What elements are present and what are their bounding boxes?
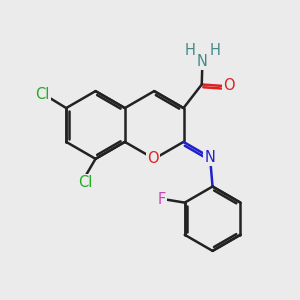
Text: F: F — [158, 192, 166, 207]
Text: H: H — [184, 43, 195, 58]
Text: Cl: Cl — [35, 87, 50, 102]
Text: H: H — [209, 43, 220, 58]
Text: N: N — [205, 150, 215, 165]
Text: N: N — [197, 54, 208, 69]
Text: O: O — [224, 78, 235, 93]
Text: Cl: Cl — [79, 175, 93, 190]
Text: O: O — [147, 151, 158, 166]
